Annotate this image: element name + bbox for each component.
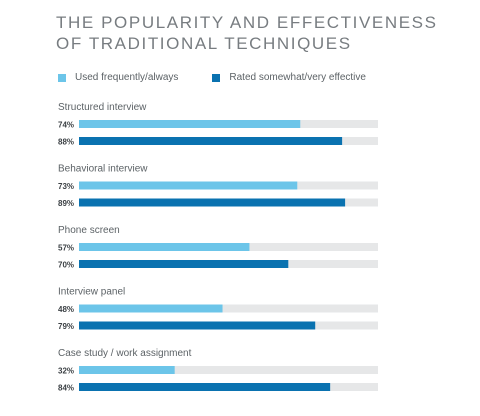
bar-case-study-work-assignment-effective (79, 383, 331, 391)
bar-phone-screen-used (79, 243, 250, 251)
bar-interview-panel-effective (79, 321, 316, 330)
category-label-phone-screen: Phone screen (58, 225, 120, 236)
value-label-phone-screen-effective: 70% (58, 261, 74, 270)
bar-behavioral-interview-used (79, 181, 298, 190)
legend-label-rated-effective: Rated somewhat/very effective (229, 72, 366, 83)
chart-title: THE POPULARITY AND EFFECTIVENESS OF TRAD… (56, 12, 438, 54)
value-label-phone-screen-used: 57% (58, 244, 74, 253)
value-label-interview-panel-effective: 79% (58, 322, 74, 331)
value-label-interview-panel-used: 48% (58, 305, 74, 314)
category-label-case-study-work-assignment: Case study / work assignment (58, 348, 192, 359)
legend-label-used-frequently: Used frequently/always (75, 72, 179, 83)
bar-interview-panel-used (79, 304, 223, 313)
chart-title-line-1: THE POPULARITY AND EFFECTIVENESS (56, 13, 438, 32)
legend-item-rated-effective: Rated somewhat/very effective (212, 72, 366, 83)
bar-behavioral-interview-effective (79, 198, 346, 207)
value-label-behavioral-interview-used: 73% (58, 182, 74, 191)
bar-structured-interview-effective (79, 137, 343, 145)
value-label-behavioral-interview-effective: 89% (58, 199, 74, 208)
chart-title-line-2: OF TRADITIONAL TECHNIQUES (56, 34, 352, 53)
value-label-case-study-work-assignment-used: 32% (58, 367, 74, 376)
chart-legend: Used frequently/always Rated somewhat/ve… (58, 72, 366, 83)
category-label-interview-panel: Interview panel (58, 287, 125, 298)
legend-swatch-used-frequently (58, 73, 66, 82)
bar-track-case-study-work-assignment-used (79, 366, 378, 374)
value-label-structured-interview-used: 74% (58, 121, 74, 130)
bar-case-study-work-assignment-used (79, 366, 175, 374)
bar-structured-interview-used (79, 120, 301, 128)
legend-item-used-frequently: Used frequently/always (58, 72, 178, 83)
bar-phone-screen-effective (79, 260, 289, 268)
value-label-structured-interview-effective: 88% (58, 138, 74, 147)
category-label-behavioral-interview: Behavioral interview (58, 164, 148, 175)
bar-track-interview-panel-used (79, 304, 378, 313)
value-label-case-study-work-assignment-effective: 84% (58, 384, 74, 393)
legend-swatch-rated-effective (212, 73, 221, 82)
category-label-structured-interview: Structured interview (58, 102, 147, 113)
